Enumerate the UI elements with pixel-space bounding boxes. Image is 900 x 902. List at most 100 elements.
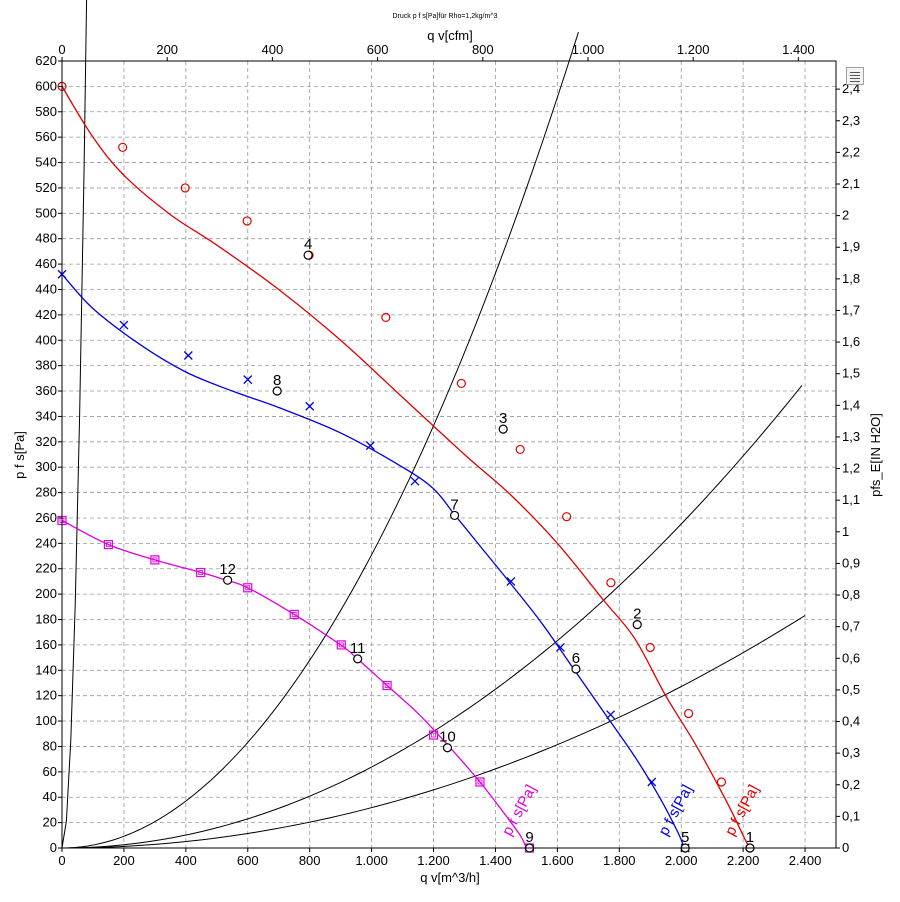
operating-point — [353, 654, 363, 664]
y-tick-label: 100 — [35, 713, 57, 728]
y2-tick-label: 0,4 — [842, 714, 860, 729]
x2-tick-label: 400 — [262, 42, 284, 57]
plot-frame — [61, 60, 837, 849]
series-marker — [180, 183, 190, 193]
x2-tick-label: 1.000 — [572, 42, 605, 57]
operating-point — [303, 250, 313, 260]
x-tick-label: 0 — [58, 853, 65, 868]
y-tick-label: 180 — [35, 612, 57, 627]
operating-point-label: 5 — [681, 829, 689, 846]
series-marker-inner — [431, 732, 436, 738]
series-marker — [410, 476, 420, 486]
y-tick-label: 320 — [35, 434, 57, 449]
operating-point — [449, 510, 460, 521]
y-tick-label: 600 — [35, 78, 57, 93]
y2-tick-label: 1,3 — [842, 429, 860, 444]
series-line — [61, 273, 685, 849]
series-marker-inner — [338, 642, 344, 648]
operating-point — [272, 386, 282, 396]
y2-tick-label: 1,6 — [842, 334, 860, 349]
series-marker — [645, 642, 655, 653]
y2-tick-label: 1,5 — [842, 366, 860, 381]
series-marker — [365, 441, 375, 451]
series-marker — [336, 640, 346, 650]
y-tick-label: 480 — [35, 231, 57, 246]
y2-tick-label: 1,7 — [842, 302, 860, 317]
y-tick-label: 280 — [35, 485, 57, 500]
x-tick-label: 800 — [299, 853, 321, 868]
x2-tick-label: 600 — [367, 42, 389, 57]
series-marker — [606, 578, 616, 588]
series-marker — [381, 312, 391, 323]
y-tick-label: 20 — [43, 815, 57, 830]
operating-point-label: 6 — [572, 650, 580, 667]
y-tick-label: 40 — [43, 789, 57, 804]
operating-point — [571, 664, 581, 674]
y-tick-label: 520 — [35, 180, 57, 195]
operating-point-label: 7 — [450, 496, 458, 513]
series-marker — [196, 567, 206, 578]
x-axis-title: q v[m^3/h] — [420, 870, 480, 885]
y2-tick-label: 1,8 — [842, 271, 860, 286]
series-marker — [119, 320, 129, 330]
y2-tick-label: 0,9 — [842, 555, 860, 570]
series-marker — [428, 730, 439, 740]
system-curve — [61, 615, 806, 849]
y2-tick-label: 2,1 — [842, 176, 860, 191]
series-marker — [118, 142, 128, 152]
operating-point — [223, 575, 233, 585]
series-marker — [606, 710, 616, 720]
y-tick-label: 540 — [35, 155, 57, 170]
series-line — [61, 519, 527, 849]
series-marker-inner — [384, 683, 390, 688]
operating-point-label: 12 — [219, 561, 236, 578]
x-tick-label: 400 — [175, 853, 197, 868]
x-tick-label: 1.000 — [355, 853, 388, 868]
series-marker — [647, 777, 657, 787]
axes: 0 200 400 600 800 1.000 1.200 1.400 1.600 1.800 2.… — [35, 42, 860, 868]
operating-point-label: 9 — [525, 829, 533, 846]
series-label: p f s[Pa] — [655, 782, 696, 839]
y-tick-label: 500 — [35, 205, 57, 220]
y2-tick-label: 1,9 — [842, 239, 860, 254]
operating-point — [442, 743, 453, 753]
operating-point-label: 1 — [746, 829, 754, 846]
x-tick-label: 2.000 — [665, 853, 698, 868]
y-tick-label: 260 — [35, 510, 57, 525]
y-tick-label: 460 — [35, 256, 57, 271]
series-marker — [456, 378, 466, 389]
y-tick-label: 80 — [43, 738, 57, 753]
y-tick-label: 120 — [35, 688, 57, 703]
series-marker — [716, 777, 727, 787]
series-marker-inner — [245, 585, 251, 591]
y-tick-label: 0 — [50, 840, 57, 855]
y-tick-label: 340 — [35, 408, 57, 423]
y2-tick-label: 1 — [842, 524, 849, 539]
y2-tick-label: 0,7 — [842, 619, 860, 634]
series-marker — [150, 555, 160, 565]
legend-grid-icon[interactable] — [846, 67, 864, 85]
series-marker — [305, 401, 315, 411]
operating-point-label: 10 — [439, 729, 456, 746]
y2-tick-label: 0,2 — [842, 777, 860, 792]
y-axis-title: p f s[Pa] — [12, 431, 27, 479]
series-marker-inner — [291, 612, 297, 617]
x-tick-label: 600 — [237, 853, 259, 868]
operating-point — [632, 619, 642, 630]
x2-axis-title: q v[cfm] — [427, 28, 473, 43]
y2-tick-label: 0,5 — [842, 682, 860, 697]
series-marker — [183, 351, 193, 360]
series-marker — [506, 576, 516, 586]
y2-tick-label: 1,4 — [842, 397, 860, 412]
y2-tick-label: 1,1 — [842, 492, 860, 507]
y-tick-label: 60 — [43, 764, 57, 779]
operating-point — [498, 424, 508, 434]
operating-point-label: 2 — [633, 606, 641, 623]
system-curve — [61, 385, 803, 849]
operating-point-label: 4 — [304, 236, 312, 253]
x2-tick-label: 0 — [58, 42, 65, 57]
series-marker-inner — [477, 779, 483, 785]
x-tick-label: 2.400 — [789, 853, 822, 868]
y-tick-label: 620 — [35, 53, 57, 68]
